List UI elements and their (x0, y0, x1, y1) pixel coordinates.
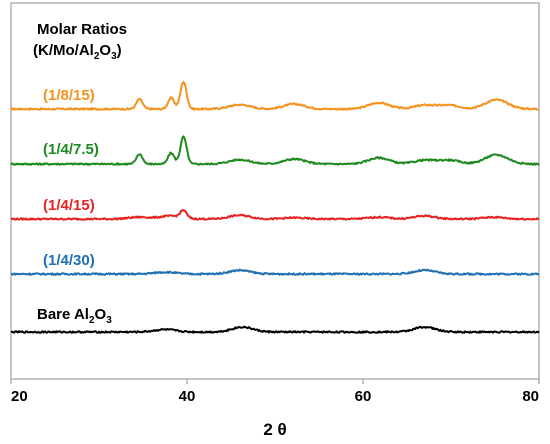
series-label-1-4-7-5: (1/4/7.5) (43, 141, 99, 158)
x-tick-label: 60 (355, 388, 372, 405)
series-label-1-4-15: (1/4/15) (43, 197, 95, 214)
legend-heading-line2: (K/Mo/Al2O3) (33, 42, 122, 62)
legend-heading-sub1: 2 (94, 51, 100, 62)
legend-heading-suffix: ) (117, 42, 122, 59)
series-trace-1 (10, 135, 540, 166)
series-label-1-8-15: (1/8/15) (43, 87, 95, 104)
legend-heading-sub2: 3 (111, 51, 117, 62)
legend-heading-prefix: (K/Mo/Al (33, 42, 94, 59)
bare-label-mid: O (95, 306, 107, 323)
bare-label-prefix: Bare Al (37, 306, 89, 323)
x-axis-title: 2 θ (263, 420, 286, 439)
series-trace-3 (10, 268, 540, 276)
legend-heading-mid: O (99, 42, 111, 59)
x-tick-label: 40 (179, 388, 196, 405)
legend-heading-line1: Molar Ratios (37, 21, 127, 38)
series-traces (10, 81, 540, 334)
series-trace-4 (10, 325, 540, 334)
bare-label-sub1: 2 (89, 315, 95, 326)
series-label-bare-al2o3: Bare Al2O3 (37, 306, 112, 326)
bare-label-sub2: 3 (106, 315, 112, 326)
series-label-1-4-30: (1/4/30) (43, 252, 95, 269)
x-tick-label: 80 (522, 388, 539, 405)
x-tick-label: 20 (11, 388, 28, 405)
series-trace-0 (10, 81, 540, 111)
x-axis-ticks: 20 40 60 80 (10, 379, 540, 405)
series-trace-2 (10, 209, 540, 221)
plot-frame (10, 2, 540, 380)
